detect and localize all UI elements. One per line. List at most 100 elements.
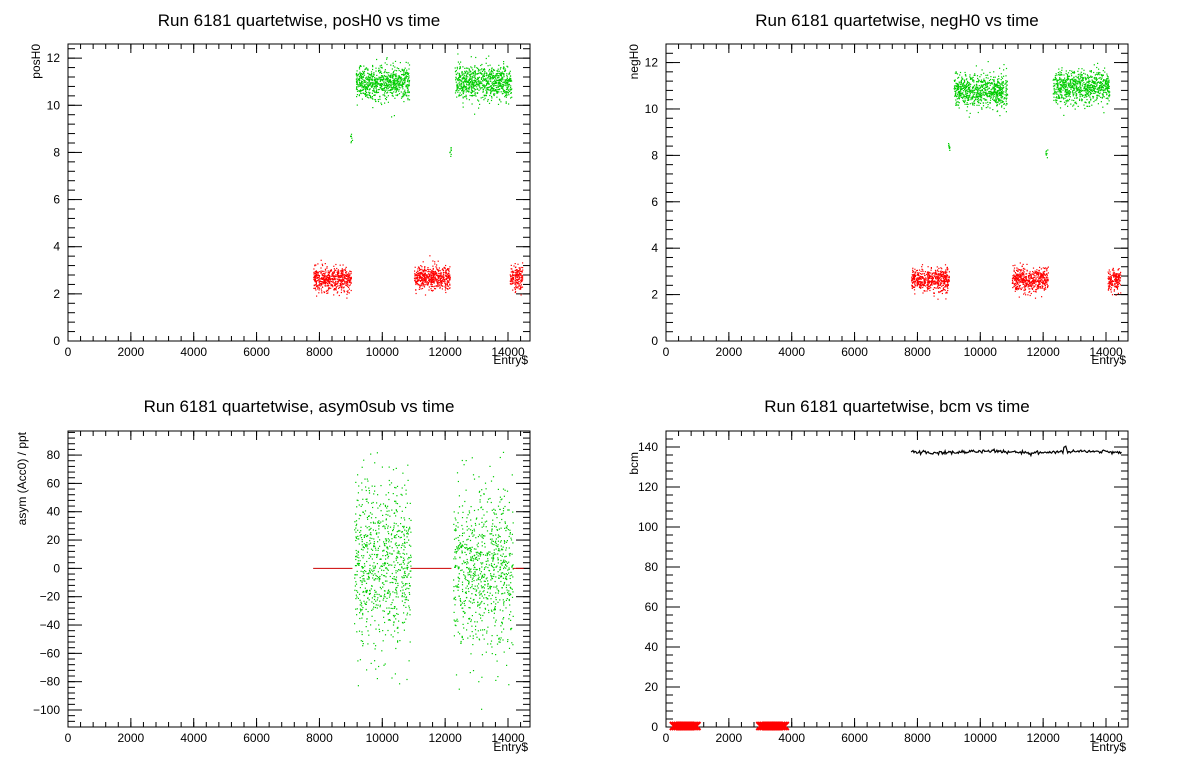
data-point [324, 281, 327, 283]
data-point [987, 77, 989, 79]
data-point [478, 84, 480, 86]
data-point [337, 275, 339, 277]
data-point [379, 96, 381, 98]
data-point [380, 71, 382, 74]
data-point [960, 80, 963, 82]
data-point [333, 271, 335, 273]
data-point [943, 276, 946, 278]
data-point [475, 81, 477, 83]
data-point [477, 78, 479, 80]
data-point [421, 279, 423, 281]
data-point [1005, 93, 1008, 95]
data-point [327, 273, 330, 276]
y-tick-label: 8 [53, 145, 60, 159]
data-point [1094, 91, 1096, 93]
data-point [356, 77, 358, 79]
data-point [344, 277, 346, 280]
data-point [314, 278, 316, 280]
data-point [513, 287, 516, 289]
data-point [1091, 86, 1094, 89]
data-point [1099, 82, 1101, 84]
data-point [519, 274, 521, 276]
data-point [413, 277, 416, 279]
data-point [440, 277, 442, 279]
data-point-outlier [949, 146, 951, 148]
data-point [454, 92, 457, 94]
data-point [965, 75, 967, 77]
data-point [407, 72, 409, 74]
data-point [1069, 92, 1071, 94]
data-point [463, 84, 465, 87]
data-point [478, 80, 480, 82]
data-point [349, 280, 351, 282]
data-point [326, 281, 328, 283]
data-point [372, 68, 374, 71]
data-point [975, 84, 977, 86]
data-point [507, 85, 509, 87]
data-point [509, 77, 511, 79]
data-point [369, 92, 371, 94]
data-point [333, 277, 336, 279]
data-point [995, 93, 997, 95]
data-point [405, 61, 407, 63]
data-point [343, 274, 345, 276]
data-point [1059, 73, 1061, 75]
data-point [980, 85, 982, 87]
data-point [1079, 98, 1081, 100]
data-point [917, 277, 919, 279]
data-point [384, 90, 386, 93]
data-point [467, 90, 469, 92]
data-point [374, 85, 376, 87]
data-point [486, 84, 488, 86]
data-point [337, 281, 339, 283]
data-point [458, 79, 460, 81]
chart-svg-posH0: Run 6181 quartetwise, posH0 vs time Entr… [29, 11, 531, 367]
data-point [355, 73, 358, 75]
data-point [922, 277, 924, 279]
data-point [1104, 85, 1106, 87]
data-point [966, 89, 968, 91]
data-point [506, 94, 508, 97]
data-point [962, 90, 965, 92]
data-point [443, 266, 445, 268]
data-point [1081, 98, 1083, 100]
data-point [462, 74, 464, 76]
data-point [366, 94, 368, 96]
data-point [418, 266, 420, 268]
data-point [938, 286, 941, 289]
data-point [469, 81, 472, 83]
data-point [405, 94, 407, 97]
data-point [1066, 99, 1069, 101]
data-point [381, 84, 384, 86]
data-point [502, 85, 504, 88]
data-point [361, 83, 363, 85]
data-point [488, 70, 490, 72]
data-point [491, 77, 493, 79]
data-point [987, 61, 989, 63]
data-point [358, 66, 361, 69]
data-point [1077, 70, 1079, 72]
data-point [441, 282, 443, 284]
data-point [436, 282, 438, 284]
data-point [394, 97, 396, 99]
data-point [377, 91, 380, 93]
data-point [400, 81, 402, 83]
data-point [1086, 99, 1088, 101]
data-point [494, 76, 496, 78]
data-point [502, 67, 504, 69]
data-point [1076, 85, 1078, 87]
data-point [997, 93, 999, 96]
data-point [982, 105, 985, 107]
data-point [998, 92, 1000, 95]
data-point [448, 278, 451, 280]
data-point [1076, 80, 1078, 82]
data-point [520, 274, 522, 276]
data-point [998, 103, 1000, 105]
data-point [1104, 80, 1106, 83]
data-point [375, 91, 377, 94]
data-point [416, 279, 418, 281]
data-point [973, 93, 975, 95]
data-point [1067, 93, 1069, 95]
data-point [494, 80, 496, 83]
data-point-outlier [948, 143, 950, 145]
